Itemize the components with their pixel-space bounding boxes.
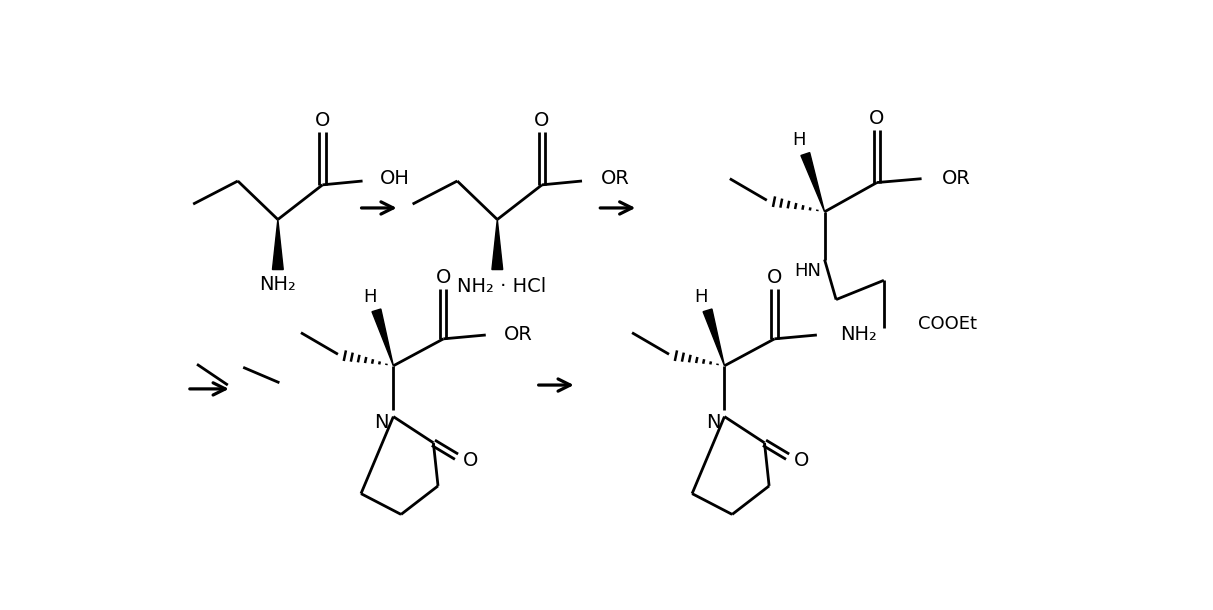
Text: O: O <box>793 451 809 470</box>
Text: NH₂ · HCl: NH₂ · HCl <box>456 277 546 296</box>
Text: O: O <box>767 268 782 287</box>
Text: OH: OH <box>380 169 409 188</box>
Text: O: O <box>870 109 884 128</box>
Text: O: O <box>435 268 451 287</box>
Text: NH₂: NH₂ <box>260 276 296 295</box>
Polygon shape <box>492 220 502 270</box>
Text: N: N <box>706 414 721 432</box>
Text: NH₂: NH₂ <box>839 326 877 345</box>
Polygon shape <box>801 152 825 212</box>
Text: O: O <box>534 112 549 131</box>
Text: N: N <box>375 414 389 432</box>
Text: HN: HN <box>795 262 821 280</box>
Text: OR: OR <box>941 169 970 188</box>
Text: OR: OR <box>505 326 533 345</box>
Text: OR: OR <box>602 169 630 188</box>
Polygon shape <box>704 309 724 366</box>
Text: H: H <box>364 289 377 306</box>
Text: O: O <box>315 112 330 131</box>
Text: COOEt: COOEt <box>918 315 978 333</box>
Polygon shape <box>273 220 284 270</box>
Polygon shape <box>372 309 393 366</box>
Text: H: H <box>792 131 805 149</box>
Text: O: O <box>462 451 478 470</box>
Text: H: H <box>695 289 708 306</box>
